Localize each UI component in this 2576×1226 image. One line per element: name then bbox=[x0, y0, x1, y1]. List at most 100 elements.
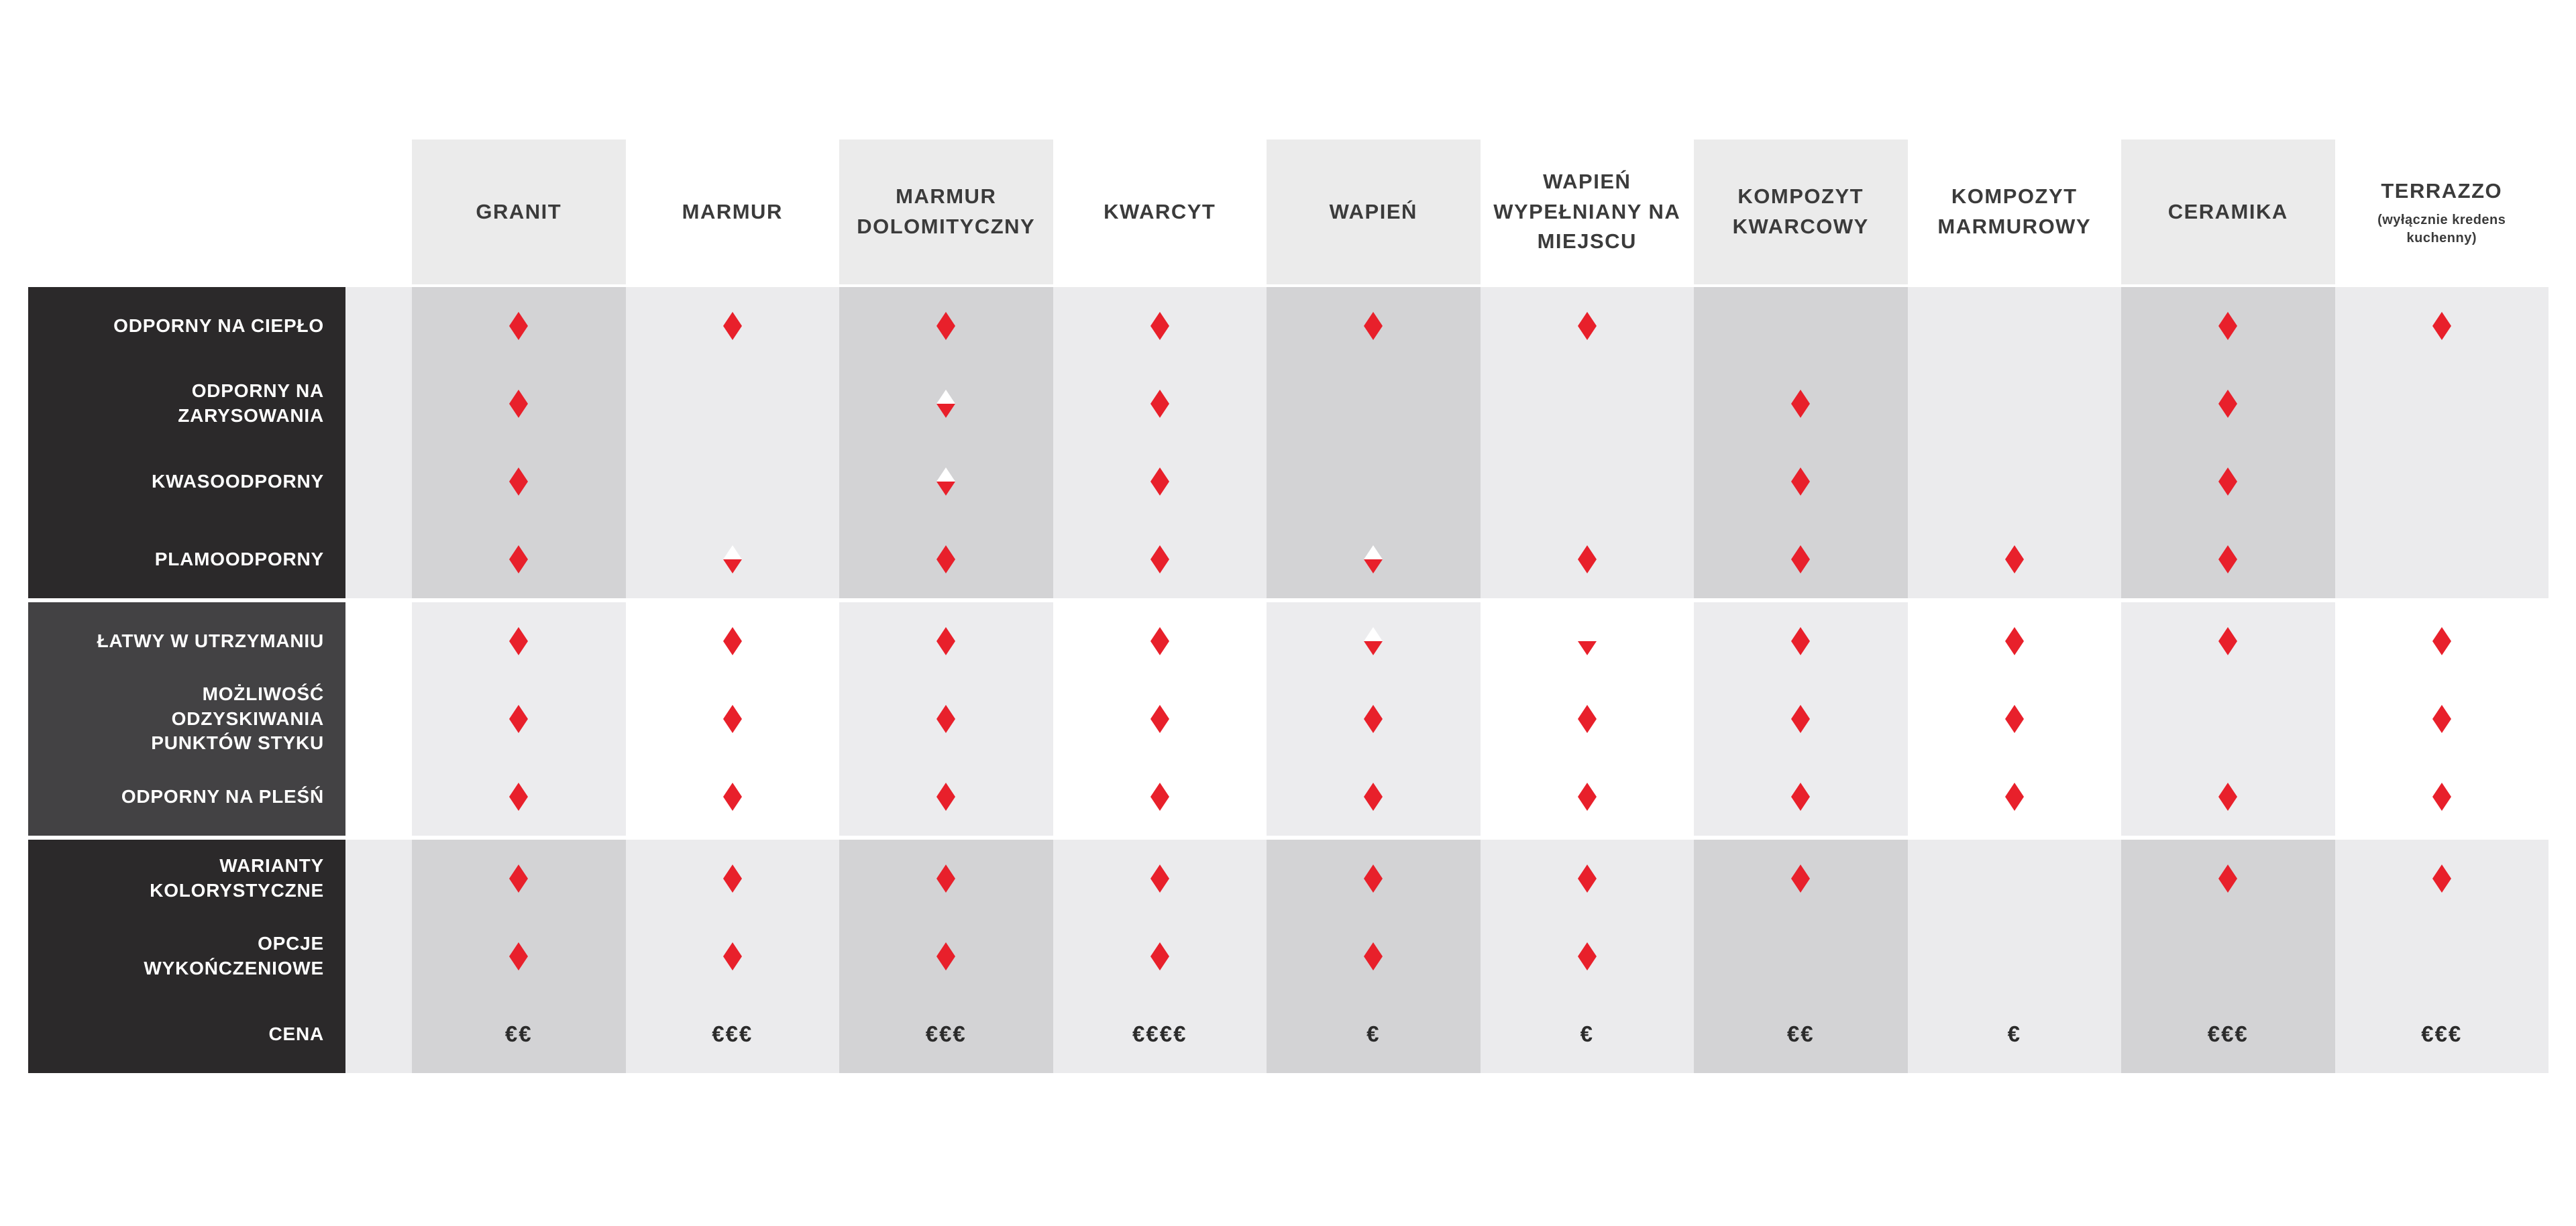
diamond-icon bbox=[1150, 467, 1169, 496]
diamond-icon bbox=[2218, 545, 2238, 573]
cell-odporny-na-ciep-o-wapie-wype-niany-na-miejscu bbox=[1481, 287, 1695, 365]
diamond-icon bbox=[2004, 545, 2024, 573]
cell-cena-granit: €€ bbox=[412, 995, 626, 1073]
cell-cena-marmur: €€€ bbox=[626, 995, 840, 1073]
column-header-label: KOMPOZYT MARMUROWY bbox=[1937, 184, 2092, 238]
diamond-icon bbox=[1150, 390, 1169, 418]
cell-odporny-na-zarysowania-ceramika bbox=[2121, 365, 2335, 443]
column-terrazzo: €€€ bbox=[2334, 840, 2549, 1073]
column-wapie-wype-niany-na-miejscu bbox=[1480, 287, 1695, 598]
diamond-icon bbox=[1150, 942, 1169, 970]
cell-odporny-na-ple-kompozyt-marmurowy bbox=[1908, 758, 2122, 836]
row-label-warianty-kolorystyczne: WARIANTY KOLORYSTYCZNE bbox=[150, 855, 324, 901]
cell-opcje-wyko-czeniowe-marmur bbox=[626, 917, 840, 995]
column-kompozyt-kwarcowy: €€ bbox=[1694, 840, 1908, 1073]
cell-odporny-na-ple-granit bbox=[412, 758, 626, 836]
diamond-icon bbox=[1150, 312, 1169, 340]
diamond-icon bbox=[509, 467, 529, 496]
diamond-icon bbox=[2218, 312, 2238, 340]
column-header-wapie: WAPIEŃ bbox=[1267, 140, 1481, 284]
column-terrazzo bbox=[2334, 602, 2549, 836]
diamond-icon bbox=[1577, 783, 1597, 811]
column-marmur-dolomityczny: €€€ bbox=[839, 840, 1053, 1073]
diamond-icon bbox=[2004, 627, 2024, 655]
diamond-icon bbox=[1791, 705, 1811, 733]
cell-opcje-wyko-czeniowe-kwarcyt bbox=[1053, 917, 1267, 995]
diamond-icon bbox=[722, 705, 742, 733]
cell-odporny-na-ple-kompozyt-kwarcowy bbox=[1694, 758, 1908, 836]
diamond-icon bbox=[722, 312, 742, 340]
cell-kwasoodporny-terrazzo bbox=[2335, 443, 2549, 520]
column-header-label: GRANIT bbox=[476, 199, 562, 223]
cell-atwy-w-utrzymaniu-kompozyt-kwarcowy bbox=[1694, 602, 1908, 680]
column-marmur bbox=[625, 287, 840, 598]
diamond-icon bbox=[936, 783, 956, 811]
cell-cena-kwarcyt: €€€€ bbox=[1053, 995, 1267, 1073]
cell-cena-terrazzo: €€€ bbox=[2335, 995, 2549, 1073]
diamond-icon bbox=[936, 705, 956, 733]
cell-opcje-wyko-czeniowe-terrazzo bbox=[2335, 917, 2549, 995]
row-label-block-3: WARIANTY KOLORYSTYCZNE OPCJE WYKOŃCZENIOWE C… bbox=[28, 840, 345, 1073]
table-band-3: €€ €€€ €€€ €€€€ € € €€ € €€€ €€€ bbox=[345, 840, 2548, 1073]
cell-warianty-kolorystyczne-granit bbox=[412, 840, 626, 917]
cell-odporny-na-zarysowania-wapie bbox=[1267, 365, 1481, 443]
cell-plamoodporny-marmur bbox=[626, 520, 840, 598]
cell-atwy-w-utrzymaniu-kompozyt-marmurowy bbox=[1908, 602, 2122, 680]
band-spacer bbox=[345, 840, 412, 1073]
diamond-icon bbox=[1791, 390, 1811, 418]
cell-odporny-na-ciep-o-granit bbox=[412, 287, 626, 365]
cell-kwasoodporny-granit bbox=[412, 443, 626, 520]
column-header-wapie-wype-niany-na-miejscu: WAPIEŃ WYPEŁNIANY NA MIEJSCU bbox=[1481, 140, 1695, 284]
half-diamond-icon bbox=[936, 467, 956, 496]
diamond-icon bbox=[509, 312, 529, 340]
price-value: €€ bbox=[1786, 1021, 1815, 1046]
row-label-plamoodporny: PLAMOODPORNY bbox=[154, 548, 324, 569]
column-header-kompozyt-kwarcowy: KOMPOZYT KWARCOWY bbox=[1694, 140, 1908, 284]
column-header-label: WAPIEŃ bbox=[1329, 199, 1417, 223]
diamond-icon bbox=[2004, 783, 2024, 811]
diamond-icon bbox=[509, 705, 529, 733]
cell-odporny-na-ple-marmur-dolomityczny bbox=[839, 758, 1053, 836]
cell-atwy-w-utrzymaniu-marmur-dolomityczny bbox=[839, 602, 1053, 680]
cell-opcje-wyko-czeniowe-granit bbox=[412, 917, 626, 995]
cell-opcje-wyko-czeniowe-ceramika bbox=[2121, 917, 2335, 995]
cell-cena-marmur-dolomityczny: €€€ bbox=[839, 995, 1053, 1073]
cell-mo-liwo-odzyskiwania-punkt-w-styku-ceramika bbox=[2121, 680, 2335, 758]
cell-odporny-na-zarysowania-kwarcyt bbox=[1053, 365, 1267, 443]
cell-atwy-w-utrzymaniu-marmur bbox=[626, 602, 840, 680]
cell-odporny-na-zarysowania-marmur-dolomityczny bbox=[839, 365, 1053, 443]
cell-atwy-w-utrzymaniu-kwarcyt bbox=[1053, 602, 1267, 680]
cell-kwasoodporny-marmur bbox=[626, 443, 840, 520]
diamond-icon bbox=[1577, 312, 1597, 340]
cell-plamoodporny-wapie-wype-niany-na-miejscu bbox=[1481, 520, 1695, 598]
price-value: €€€ bbox=[2421, 1021, 2463, 1046]
column-granit bbox=[412, 287, 626, 598]
diamond-icon bbox=[722, 865, 742, 893]
diamond-icon bbox=[1577, 865, 1597, 893]
cell-odporny-na-ple-ceramika bbox=[2121, 758, 2335, 836]
column-ceramika: €€€ bbox=[2121, 840, 2335, 1073]
diamond-icon bbox=[2432, 865, 2451, 893]
diamond-icon bbox=[936, 942, 956, 970]
half-diamond-icon bbox=[1577, 627, 1597, 655]
cell-mo-liwo-odzyskiwania-punkt-w-styku-kompozyt-kwarcowy bbox=[1694, 680, 1908, 758]
cell-atwy-w-utrzymaniu-ceramika bbox=[2121, 602, 2335, 680]
table-band-2 bbox=[345, 602, 2548, 836]
cell-mo-liwo-odzyskiwania-punkt-w-styku-terrazzo bbox=[2335, 680, 2549, 758]
cell-opcje-wyko-czeniowe-wapie bbox=[1267, 917, 1481, 995]
column-headers: GRANIT MARMUR MARMUR DOLOMITYCZNY KWARCY… bbox=[345, 140, 2548, 284]
cell-kwasoodporny-wapie-wype-niany-na-miejscu bbox=[1481, 443, 1695, 520]
diamond-icon bbox=[1364, 705, 1383, 733]
row-label-odporny-na-ciep-o: ODPORNY NA CIEPŁO bbox=[113, 315, 324, 336]
diamond-icon bbox=[2218, 865, 2238, 893]
cell-warianty-kolorystyczne-marmur-dolomityczny bbox=[839, 840, 1053, 917]
cell-mo-liwo-odzyskiwania-punkt-w-styku-marmur-dolomityczny bbox=[839, 680, 1053, 758]
diamond-icon bbox=[2004, 705, 2024, 733]
cell-plamoodporny-kompozyt-marmurowy bbox=[1908, 520, 2122, 598]
cell-odporny-na-zarysowania-kompozyt-kwarcowy bbox=[1694, 365, 1908, 443]
cell-mo-liwo-odzyskiwania-punkt-w-styku-granit bbox=[412, 680, 626, 758]
column-kompozyt-marmurowy bbox=[1907, 602, 2122, 836]
column-header-label: MARMUR bbox=[682, 199, 783, 223]
diamond-icon bbox=[2432, 705, 2451, 733]
